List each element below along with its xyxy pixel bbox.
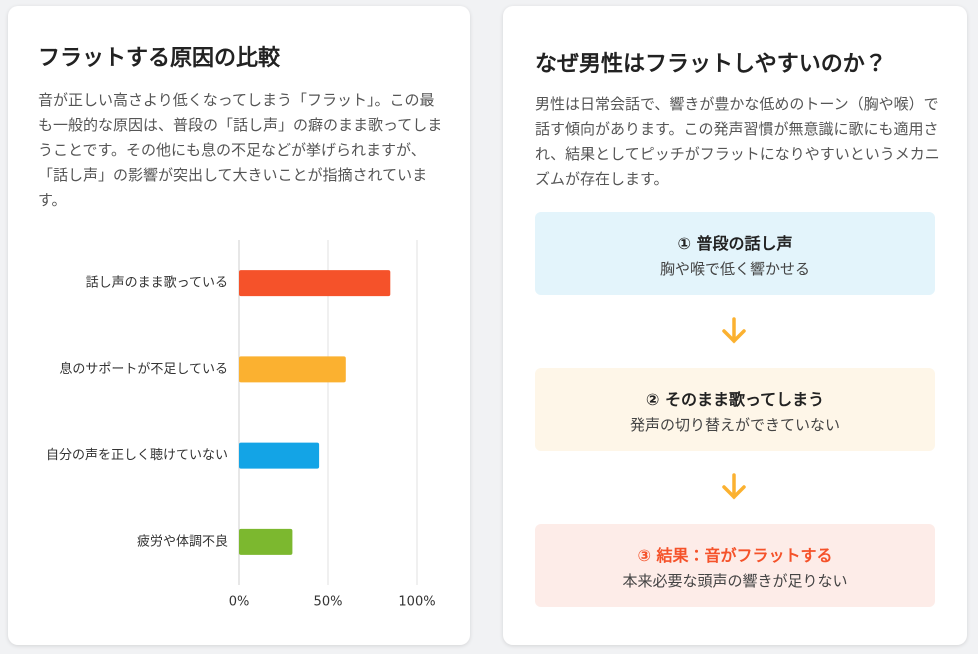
arrow xyxy=(722,317,746,344)
card-text: 音が正しい高さより低くなってしまう「フラット」。この最も一般的な原因は、普段の「… xyxy=(38,91,443,209)
step-sub: 発声の切り替えができていない xyxy=(629,416,840,434)
cause-card: フラットする原因の比較 音が正しい高さより低くなってしまう「フラット」。この最も… xyxy=(8,6,470,645)
card-title: なぜ男性はフラットしやすいのか？ xyxy=(535,52,887,77)
step-label: ③ 結果：音がフラットする xyxy=(637,546,833,565)
card-title: フラットする原因の比較 xyxy=(38,46,281,71)
y-tick-label: 息のサポートが不足している xyxy=(59,361,228,377)
chart: 0% 50% 100% 話し声のまま歌っている息のサポートが不足している自分の声を正し… xyxy=(46,240,436,610)
x-tick-label: 50% xyxy=(314,595,343,610)
step-sub: 胸や喉で低く響かせる xyxy=(659,260,810,278)
step-label: ① 普段の話し声 xyxy=(677,234,793,253)
step-box: ① 普段の話し声 胸や喉で低く響かせる xyxy=(535,212,935,295)
bar xyxy=(239,442,320,469)
step-sub: 本来必要な頭声の響きが足りない xyxy=(622,572,848,590)
bar xyxy=(239,528,293,555)
bar xyxy=(239,356,346,383)
y-tick-label: 疲労や体調不良 xyxy=(137,533,228,549)
step-box: ③ 結果：音がフラットする 本来必要な頭声の響きが足りない xyxy=(535,524,935,607)
reason-card: なぜ男性はフラットしやすいのか？ 男性は日常会話で、響きが豊かな低めのトーン（胸… xyxy=(503,6,967,645)
y-tick-label: 自分の声を正しく聴けていない xyxy=(46,448,228,463)
bar xyxy=(239,270,391,297)
arrow xyxy=(722,473,746,500)
card-text: 男性は日常会話で、響きが豊かな低めのトーン（胸や喉）で話す傾向があります。この発… xyxy=(535,95,940,188)
x-tick-label: 100% xyxy=(398,595,435,610)
y-tick-label: 話し声のまま歌っている xyxy=(86,276,228,291)
step-box: ② そのまま歌ってしまう 発声の切り替えができていない xyxy=(535,368,935,451)
x-tick-label: 0% xyxy=(229,595,250,610)
step-label: ② そのまま歌ってしまう xyxy=(645,390,825,409)
